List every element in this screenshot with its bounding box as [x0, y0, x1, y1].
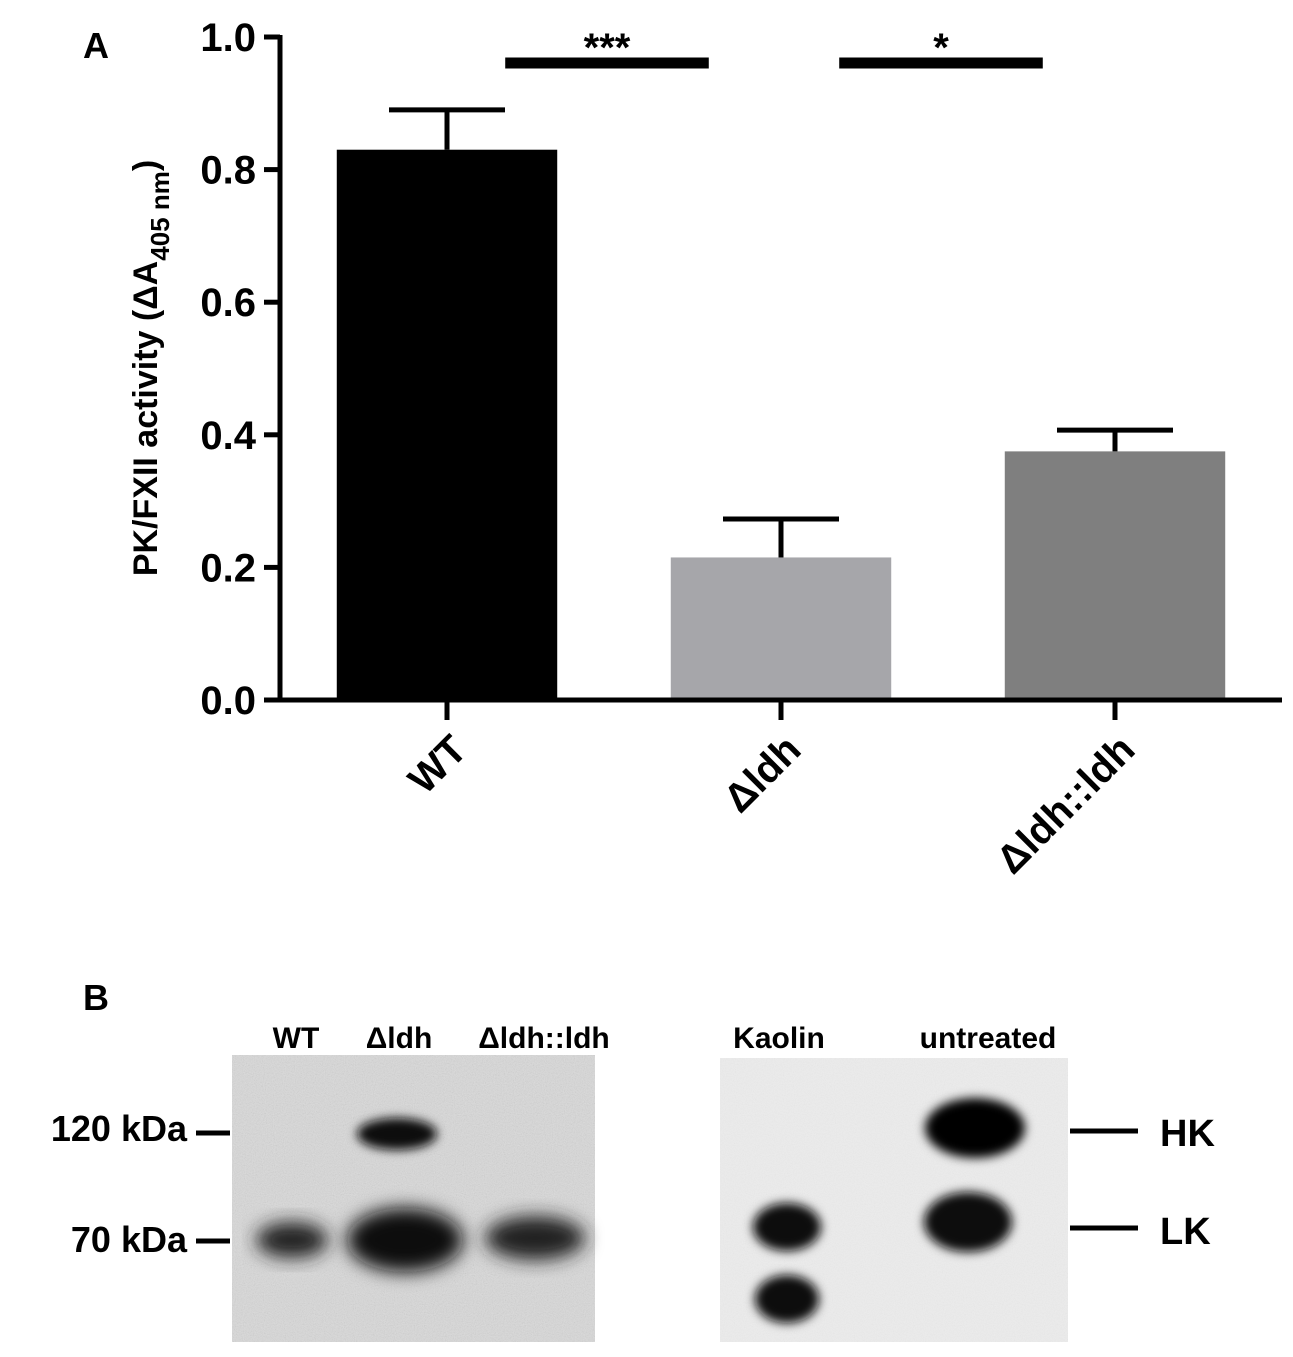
band-hk-untreated	[925, 1098, 1025, 1158]
significance-label-1: *	[933, 26, 949, 70]
y-tick-label-1: 0.2	[200, 546, 256, 590]
x-ticks-group: WT Δldh Δldh::ldh	[400, 700, 1143, 882]
lane-label-kaolin: Kaolin	[733, 1022, 825, 1055]
panel-a-letter: A	[83, 25, 109, 66]
y-ticks-group: 0.0 0.2 0.4 0.6 0.8 1.0	[200, 16, 280, 723]
bar-1	[670, 557, 892, 700]
y-tick-label-5: 1.0	[200, 16, 256, 60]
lane-label-untreated: untreated	[920, 1022, 1057, 1055]
x-tick-label-2: Δldh::ldh	[988, 727, 1143, 882]
band-label-hk: HK	[1160, 1113, 1215, 1155]
right-blot: Kaolin untreated HK LK	[720, 1022, 1215, 1342]
band-120-dldh	[357, 1118, 437, 1150]
left-blot: WT Δldh Δldh::ldh 120 kDa 70 kDa	[51, 1022, 610, 1342]
y-tick-label-2: 0.4	[200, 414, 256, 458]
y-tick-label-4: 0.8	[200, 149, 256, 193]
band-70-wt	[256, 1222, 328, 1258]
x-tick-label-1: Δldh	[716, 727, 810, 821]
band-kaolin-lower	[755, 1275, 819, 1323]
y-axis-label: PK/FXII activity (ΔA405 nm)	[127, 160, 175, 576]
bar-chart: 0.00.20.40.60.81.0 WT Δldh Δldh::ldh *** *	[200, 16, 1282, 882]
marker-70-kda: 70 kDa	[71, 1219, 188, 1260]
bars-group	[336, 149, 1226, 700]
y-tick-label-0: 0.0	[200, 679, 256, 723]
lane-label-wt: WT	[273, 1022, 320, 1055]
lane-label-dldh-ldh: Δldh::ldh	[478, 1022, 610, 1055]
band-label-lk: LK	[1160, 1211, 1211, 1253]
significance-label-0: ***	[584, 26, 631, 70]
band-70-dldh-ldh	[485, 1216, 585, 1260]
x-tick-label-0: WT	[400, 727, 475, 802]
error-bars-group	[389, 107, 1173, 558]
marker-120-kda: 120 kDa	[51, 1108, 188, 1149]
band-kaolin-upper	[753, 1203, 821, 1251]
lane-label-dldh: Δldh	[366, 1022, 433, 1055]
bar-2	[1004, 451, 1226, 700]
significance-group: *** *	[505, 26, 1043, 70]
band-lk-untreated	[924, 1192, 1012, 1252]
bar-0	[336, 149, 558, 700]
band-70-dldh	[347, 1208, 463, 1272]
panel-b-letter: B	[83, 977, 109, 1018]
y-tick-label-3: 0.6	[200, 281, 256, 325]
